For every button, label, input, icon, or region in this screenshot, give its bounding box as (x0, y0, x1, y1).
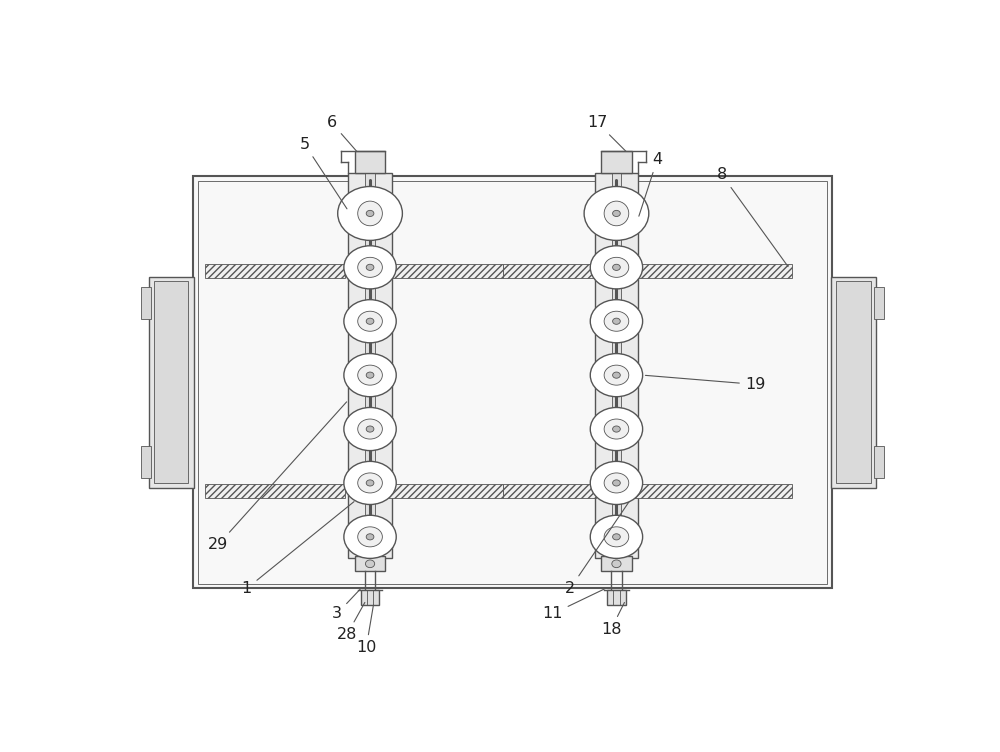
Ellipse shape (604, 365, 629, 385)
Text: 4: 4 (639, 152, 662, 216)
Ellipse shape (590, 462, 643, 505)
Ellipse shape (613, 372, 620, 378)
Bar (388, 484, 503, 499)
Text: 8: 8 (717, 168, 788, 267)
Ellipse shape (612, 560, 621, 568)
Ellipse shape (613, 426, 620, 432)
Ellipse shape (613, 534, 620, 540)
Ellipse shape (590, 300, 643, 343)
Ellipse shape (344, 246, 396, 289)
Ellipse shape (584, 186, 649, 241)
Ellipse shape (344, 408, 396, 450)
Text: 10: 10 (356, 605, 376, 655)
Ellipse shape (365, 560, 375, 568)
Text: 1: 1 (242, 502, 354, 596)
Ellipse shape (366, 534, 374, 540)
Ellipse shape (366, 372, 374, 378)
Bar (205, 264, 345, 278)
Bar (503, 484, 596, 499)
Ellipse shape (604, 473, 629, 493)
Ellipse shape (613, 264, 620, 271)
Ellipse shape (590, 246, 643, 289)
Bar (355, 556, 385, 572)
Text: 19: 19 (645, 375, 765, 392)
Bar (836, 281, 871, 483)
Bar (831, 277, 876, 488)
Ellipse shape (590, 515, 643, 559)
Text: 28: 28 (337, 602, 365, 642)
Ellipse shape (358, 257, 382, 277)
Ellipse shape (358, 365, 382, 385)
Bar (634, 264, 792, 278)
Ellipse shape (344, 300, 396, 343)
Bar (601, 151, 632, 173)
Bar (874, 287, 884, 319)
Ellipse shape (604, 257, 629, 277)
Bar (193, 177, 832, 588)
Ellipse shape (590, 353, 643, 397)
Ellipse shape (358, 473, 382, 493)
Ellipse shape (366, 480, 374, 486)
Ellipse shape (344, 353, 396, 397)
Text: 17: 17 (587, 115, 626, 151)
Text: 18: 18 (601, 602, 624, 637)
Text: 5: 5 (300, 137, 347, 209)
Bar (149, 277, 194, 488)
Bar (365, 173, 375, 558)
Bar (205, 484, 345, 499)
Bar (141, 446, 151, 478)
Text: 2: 2 (565, 502, 629, 596)
Bar (612, 173, 621, 558)
Bar (601, 556, 632, 572)
Ellipse shape (366, 264, 374, 271)
Text: 3: 3 (332, 589, 360, 621)
Ellipse shape (344, 462, 396, 505)
Bar (874, 446, 884, 478)
Ellipse shape (604, 527, 629, 547)
Bar (503, 264, 596, 278)
Bar (595, 173, 638, 558)
Ellipse shape (358, 311, 382, 331)
Ellipse shape (358, 527, 382, 547)
Ellipse shape (358, 201, 382, 226)
Ellipse shape (604, 311, 629, 331)
Ellipse shape (604, 201, 629, 226)
Ellipse shape (604, 419, 629, 439)
Bar (141, 287, 151, 319)
Ellipse shape (366, 211, 374, 217)
Ellipse shape (338, 186, 402, 241)
Ellipse shape (613, 480, 620, 486)
Ellipse shape (613, 211, 620, 217)
Text: 29: 29 (208, 402, 347, 552)
Bar (634, 484, 792, 499)
Bar (361, 590, 379, 605)
Ellipse shape (366, 426, 374, 432)
Text: 11: 11 (542, 588, 606, 621)
Ellipse shape (590, 408, 643, 450)
Bar (388, 264, 503, 278)
Ellipse shape (366, 318, 374, 324)
Ellipse shape (358, 419, 382, 439)
Bar (198, 181, 827, 584)
Bar (355, 151, 385, 173)
Bar (348, 173, 392, 558)
Ellipse shape (344, 515, 396, 559)
Bar (607, 590, 626, 605)
Text: 6: 6 (326, 115, 357, 151)
Ellipse shape (613, 318, 620, 324)
Bar (154, 281, 188, 483)
